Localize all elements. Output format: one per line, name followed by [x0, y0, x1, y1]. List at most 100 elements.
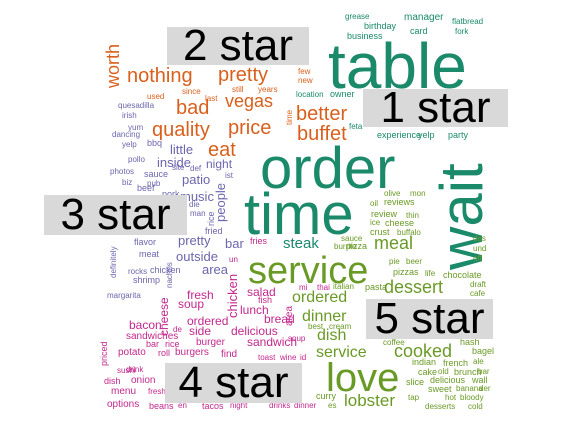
word-fork: fork: [455, 27, 469, 36]
word-dinner-4: dinner: [294, 401, 317, 410]
word-chocolate: chocolate: [443, 270, 482, 280]
word-hash: hash: [460, 337, 480, 347]
word-music: music: [180, 189, 214, 204]
word-brunch: brunch: [454, 367, 482, 377]
word-toast: toast: [258, 353, 276, 362]
word-find: find: [221, 349, 238, 360]
word-bar-5: bar: [478, 367, 490, 376]
group-label-1-star: 1 star: [363, 86, 508, 130]
word-old: old: [438, 367, 449, 376]
word-drink: drink: [126, 365, 144, 374]
word-service-main: service: [248, 250, 369, 292]
word-love: love: [326, 356, 400, 400]
word-coffee: coffee: [383, 338, 405, 347]
word-nachos: nachos: [165, 262, 174, 288]
word-definitely: definitely: [109, 246, 118, 278]
word-yum: yum: [128, 123, 144, 132]
word-sweet: sweet: [428, 384, 452, 394]
word-quesadilla: quesadilla: [118, 101, 155, 110]
word-delicious-4: delicious: [231, 324, 278, 338]
word-life: life: [425, 269, 436, 278]
word-order: order: [260, 136, 396, 201]
word-fries: fries: [250, 236, 268, 246]
word-pork: pork: [162, 189, 180, 199]
word-pizzas: pizzas: [393, 267, 419, 277]
word-dancing: dancing: [112, 130, 141, 139]
word-pie: pie: [389, 257, 400, 266]
word-bacon: bacon: [129, 318, 162, 332]
word-better: better: [296, 103, 348, 125]
word-rice-4: rice: [165, 339, 180, 349]
word-options: options: [107, 399, 140, 410]
word-wall: wall: [472, 375, 488, 385]
word-beef: beef: [137, 183, 155, 193]
word-meal: meal: [374, 233, 414, 253]
word-reviews: reviews: [384, 197, 415, 207]
word-oil: oil: [370, 199, 379, 208]
word-priced: priced: [99, 341, 109, 366]
word-dessert: dessert: [384, 277, 444, 297]
word-roll: roll: [158, 348, 171, 358]
word-mi: mi: [299, 283, 308, 292]
word-bbq: bbq: [147, 138, 163, 148]
word-es: es: [328, 401, 337, 410]
word-patio: patio: [182, 172, 211, 187]
word-bread: bread: [264, 312, 295, 326]
word-buffalo: buffalo: [397, 228, 421, 237]
word-menu: menu: [111, 386, 137, 397]
word-flavor: flavor: [134, 237, 157, 247]
word-ordered-4: ordered: [187, 314, 229, 328]
word-soup-4: soup: [288, 334, 306, 343]
word-olive: olive: [384, 189, 401, 198]
word-review: review: [371, 209, 398, 219]
word-yelp-3: yelp: [122, 140, 137, 149]
word-irish: irish: [122, 111, 137, 120]
word-off: off: [473, 254, 482, 263]
word-fresh-4b: fresh: [148, 387, 166, 396]
word-meat: meat: [139, 249, 160, 259]
word-buffet: buffet: [297, 123, 347, 145]
word-little: little: [170, 142, 194, 157]
word-drinks: drinks: [269, 401, 291, 410]
word-photos: photos: [110, 167, 135, 176]
word-pasta: pasta: [365, 282, 388, 292]
word-bar-4: bar: [146, 339, 160, 349]
word-french: french: [443, 358, 469, 368]
word-bar-3: bar: [225, 236, 244, 251]
word-potato: potato: [118, 347, 146, 358]
word-cold: cold: [468, 402, 483, 411]
word-slice: slice: [406, 377, 425, 387]
word-hot: hot: [445, 393, 457, 402]
word-still: still: [232, 85, 244, 94]
word-margarita: margarita: [107, 291, 141, 300]
word-man: man: [190, 209, 206, 218]
word-draft: draft: [470, 280, 487, 289]
word-bloody: bloody: [460, 393, 484, 402]
word-party: party: [448, 130, 469, 140]
word-desserts: desserts: [425, 402, 456, 411]
word-fried: fried: [205, 226, 223, 236]
word-table: table: [328, 30, 467, 102]
word-wait: wait: [428, 163, 495, 270]
word-fresh-4: fresh: [187, 288, 214, 302]
word-sushi: sushi: [117, 366, 136, 375]
word-new: new: [298, 76, 313, 85]
word-last: last: [205, 94, 218, 103]
word-pub: pub: [147, 179, 161, 188]
word-night-3: night: [206, 157, 233, 171]
word-inside: inside: [157, 155, 191, 170]
word-nothing: nothing: [127, 65, 193, 87]
word-location: location: [296, 90, 324, 99]
word-chicken-3: chicken: [150, 265, 181, 275]
word-un: un: [229, 255, 238, 264]
word-outside: outside: [176, 249, 218, 264]
word-ist: ist: [225, 171, 233, 180]
word-wine: wine: [280, 353, 297, 362]
word-der: der: [479, 384, 491, 393]
word-years: years: [258, 85, 278, 94]
group-label-4-star: 4 star: [165, 361, 302, 405]
word-thai: thai: [317, 283, 330, 292]
word-pollo: pollo: [128, 155, 145, 164]
word-dinner-5: dinner: [302, 308, 347, 325]
